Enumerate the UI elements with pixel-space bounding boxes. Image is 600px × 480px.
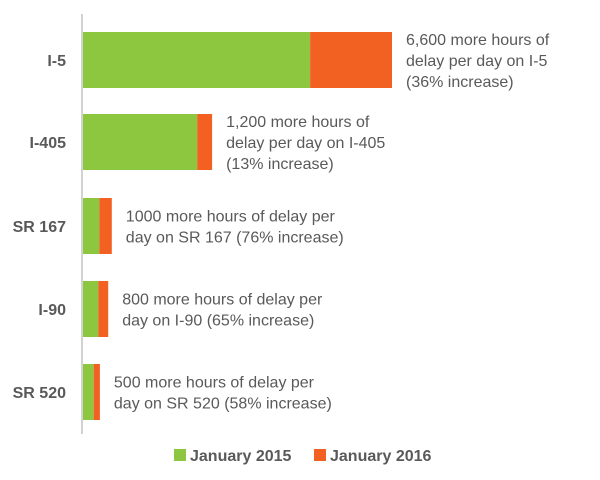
bar-sr520-jan2016 [93,364,100,420]
annotations-group: 6,600 more hours of delay per day on I-5 (… [114,32,550,413]
bar-annotation: 1000 more hours of delay per day on SR 16… [126,209,344,247]
category-label: I-405 [30,135,67,152]
annotation-line: delay per day on I-5 [406,53,548,70]
category-labels-group: I-5 I-405 SR 167 I-90 SR 520 [13,53,66,402]
annotation-line: 1000 more hours of delay per [126,209,336,226]
legend-label-jan2015: January 2015 [190,448,292,465]
bars-group [83,32,392,420]
legend-swatch-jan2016 [314,449,326,461]
bar-sr520-jan2015 [83,364,94,420]
bar-annotation: 500 more hours of delay per day on SR 520… [114,375,332,413]
bar-i-90-jan2015 [83,281,99,337]
legend: January 2015 January 2016 [174,448,432,465]
bar-annotation: 800 more hours of delay per day on I-90 (… [122,292,323,330]
bar-sr167-jan2015 [83,198,100,254]
annotation-line: (36% increase) [406,74,514,91]
category-label: I-90 [38,302,66,319]
annotation-line: day on SR 520 (58% increase) [114,396,332,413]
annotation-line: 1,200 more hours of [226,114,370,131]
bar-i-5-jan2015 [83,32,311,88]
annotation-line: 800 more hours of delay per [122,292,323,309]
annotation-line: day on I-90 (65% increase) [122,313,314,330]
annotation-line: delay per day on I-405 [226,135,385,152]
category-label: I-5 [47,53,66,70]
bar-i-90-jan2016 [98,281,109,337]
category-label: SR 167 [13,219,66,236]
legend-swatch-jan2015 [174,449,186,461]
category-label: SR 520 [13,385,66,402]
annotation-line: 6,600 more hours of [406,32,550,49]
bar-i-5-jan2016 [310,32,392,88]
annotation-line: 500 more hours of delay per [114,375,315,392]
bar-sr167-jan2016 [99,198,112,254]
bar-i-405-jan2015 [83,114,198,170]
bar-annotation: 6,600 more hours of delay per day on I-5 (… [406,32,550,91]
bar-annotation: 1,200 more hours of delay per day on I-40… [226,114,385,173]
bar-i-405-jan2016 [197,114,213,170]
annotation-line: day on SR 167 (76% increase) [126,230,344,247]
annotation-line: (13% increase) [226,156,334,173]
legend-label-jan2016: January 2016 [330,448,432,465]
